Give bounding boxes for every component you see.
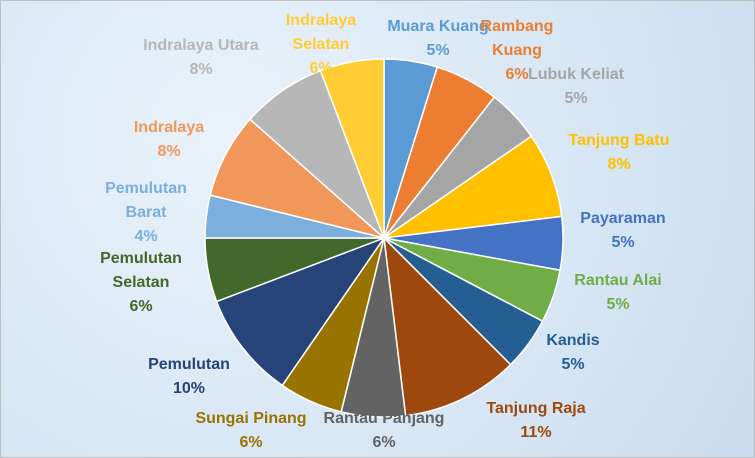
value-label: 6% <box>309 60 333 77</box>
category-label: Rantau Panjang <box>323 410 445 427</box>
slice-label: Rantau Panjang 6% <box>309 407 459 455</box>
pie-slice <box>382 235 512 417</box>
slice-label: Pemulutan 10% <box>129 353 249 401</box>
category-label: Pemulutan Barat <box>105 180 187 221</box>
value-label: 10% <box>172 380 206 397</box>
value-label: 5% <box>561 356 585 373</box>
value-label: 6% <box>372 434 396 451</box>
value-label: 5% <box>606 296 630 313</box>
value-label: 6% <box>505 66 529 83</box>
category-label: Lubuk Keliat <box>527 66 624 83</box>
category-label: Payaraman <box>580 210 666 227</box>
value-label: 4% <box>134 228 158 245</box>
slice-label: Indralaya 8% <box>119 116 219 164</box>
slice-label: Lubuk Keliat 5% <box>506 63 646 111</box>
category-label: Tanjung Raja <box>486 400 586 417</box>
category-label: Kandis <box>546 332 600 349</box>
slice-label: Kandis 5% <box>523 329 623 377</box>
category-label: Sungai Pinang <box>195 410 307 427</box>
value-label: 8% <box>189 61 213 78</box>
slice-label: Pemulutan Selatan 6% <box>91 247 191 319</box>
slice-label: Payaraman 5% <box>563 207 683 255</box>
slice-label: Indralaya Selatan 6% <box>281 9 361 81</box>
category-label: Indralaya <box>133 119 205 136</box>
slice-label: Tanjung Raja 11% <box>471 397 601 445</box>
category-label: Muara Kuang <box>387 18 489 35</box>
value-label: 5% <box>426 42 450 59</box>
slice-label: Indralaya Utara 8% <box>116 34 286 82</box>
slice-label: Rantau Alai 5% <box>558 269 678 317</box>
category-label: Tanjung Batu <box>568 132 670 149</box>
value-label: 8% <box>607 156 631 173</box>
slice-label: Rambang Kuang 6% <box>477 15 557 87</box>
value-label: 6% <box>129 298 153 315</box>
slice-label: Muara Kuang 5% <box>373 15 503 63</box>
slice-label: Tanjung Batu 8% <box>549 129 689 177</box>
value-label: 6% <box>239 434 263 451</box>
category-label: Rambang Kuang <box>480 18 554 59</box>
pie-slice <box>215 236 386 387</box>
value-label: 5% <box>611 234 635 251</box>
category-label: Pemulutan <box>148 356 230 373</box>
pie-slice <box>319 58 385 239</box>
value-label: 11% <box>520 424 552 441</box>
category-label: Indralaya Selatan <box>285 12 357 53</box>
value-label: 8% <box>157 143 181 160</box>
slice-label: Pemulutan Barat 4% <box>96 177 196 249</box>
value-label: 5% <box>564 90 588 107</box>
category-label: Rantau Alai <box>574 272 662 289</box>
category-label: Indralaya Utara <box>143 37 259 54</box>
slice-label: Sungai Pinang 6% <box>176 407 326 455</box>
category-label: Pemulutan Selatan <box>100 250 182 291</box>
